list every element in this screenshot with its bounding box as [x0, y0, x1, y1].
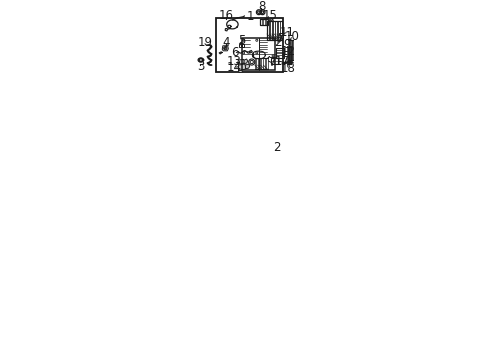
Text: 14: 14: [226, 60, 241, 73]
Text: 2: 2: [274, 36, 282, 49]
Text: 15: 15: [263, 9, 277, 22]
Bar: [241, 38, 275, 70]
Bar: [238, 44, 241, 48]
Text: 13: 13: [226, 55, 242, 68]
Text: 4: 4: [222, 36, 229, 49]
Polygon shape: [222, 46, 228, 51]
Text: 2: 2: [272, 141, 280, 154]
Bar: [259, 19, 267, 25]
Text: 19: 19: [197, 36, 212, 49]
Polygon shape: [237, 59, 244, 64]
Polygon shape: [244, 64, 249, 69]
Polygon shape: [239, 42, 242, 45]
Bar: [216, 18, 283, 72]
Bar: [241, 44, 243, 48]
Text: 18: 18: [280, 62, 295, 75]
Text: 10: 10: [285, 30, 299, 43]
Bar: [270, 58, 278, 64]
Polygon shape: [244, 59, 247, 64]
Text: 3: 3: [196, 60, 203, 73]
Text: 17: 17: [274, 54, 289, 68]
Polygon shape: [238, 70, 242, 73]
Polygon shape: [271, 57, 275, 58]
Text: 12: 12: [280, 45, 295, 58]
Polygon shape: [238, 64, 245, 70]
Text: 7: 7: [269, 56, 276, 69]
Text: 6: 6: [230, 46, 238, 59]
Text: 9: 9: [283, 38, 290, 51]
Text: 5: 5: [237, 34, 245, 47]
Text: 11: 11: [279, 26, 294, 39]
Text: 1: 1: [246, 10, 253, 23]
Bar: [276, 48, 283, 58]
Text: 8: 8: [257, 0, 264, 13]
Text: 16: 16: [218, 9, 233, 22]
Polygon shape: [279, 32, 282, 38]
